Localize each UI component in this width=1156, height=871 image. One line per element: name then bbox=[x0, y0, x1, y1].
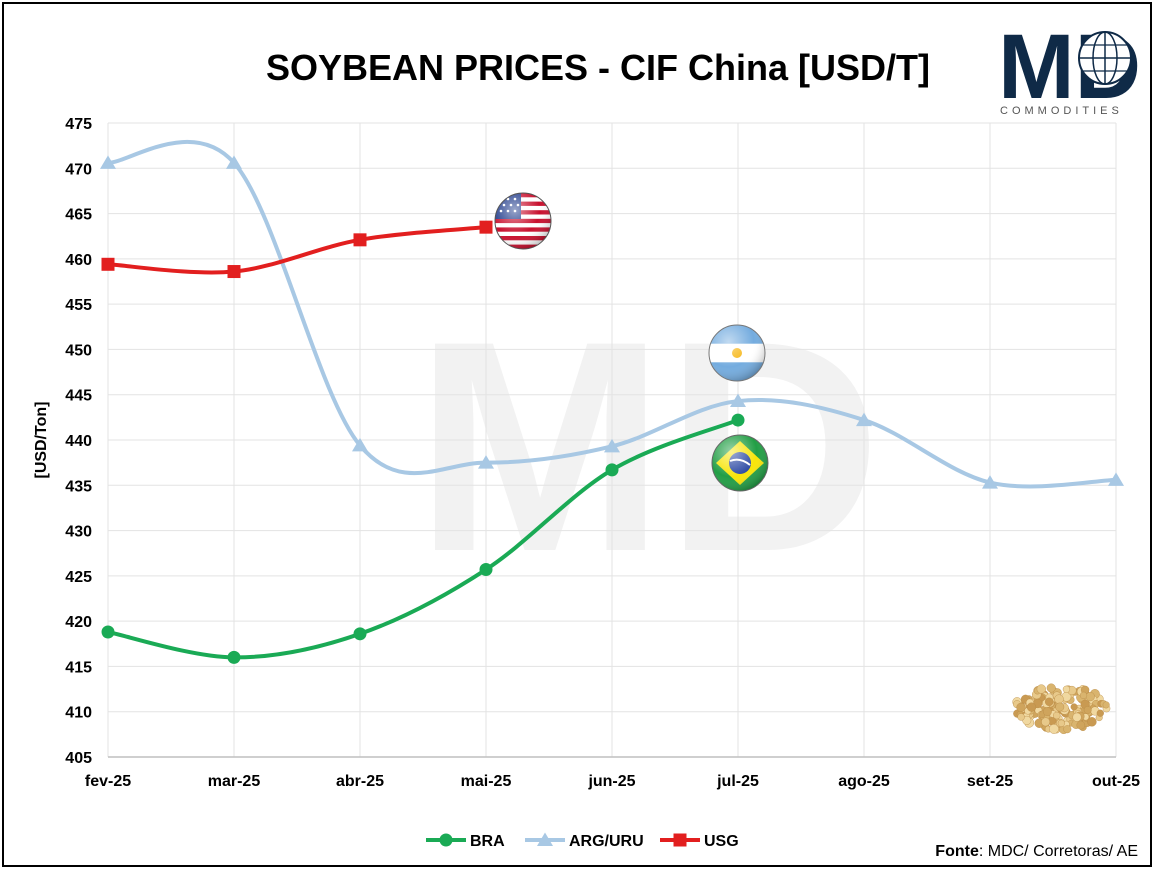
legend: BRA ARG/URU USG bbox=[426, 832, 739, 850]
data-point bbox=[479, 220, 493, 234]
x-tick-label: set-25 bbox=[967, 773, 1013, 790]
legend-label: USG bbox=[704, 833, 739, 850]
data-point bbox=[478, 455, 494, 469]
x-tick-label: abr-25 bbox=[336, 773, 384, 790]
usa-flag-icon bbox=[494, 192, 552, 250]
series-bra bbox=[101, 413, 745, 664]
data-point bbox=[1108, 472, 1124, 486]
y-tick-label: 430 bbox=[65, 524, 92, 541]
y-axis-label: [USD/Ton] bbox=[33, 401, 50, 478]
y-tick-label: 455 bbox=[65, 297, 92, 314]
legend-item: USG bbox=[660, 833, 739, 850]
series-lines bbox=[100, 140, 1124, 664]
x-tick-label: ago-25 bbox=[838, 773, 890, 790]
x-tick-label: mai-25 bbox=[461, 773, 512, 790]
legend-marker bbox=[673, 833, 687, 847]
data-point bbox=[101, 257, 115, 271]
legend-label: ARG/URU bbox=[569, 833, 644, 850]
data-point bbox=[101, 625, 115, 639]
x-tick-label: jun-25 bbox=[587, 773, 635, 790]
y-tick-label: 440 bbox=[65, 433, 92, 450]
data-point bbox=[227, 650, 241, 664]
y-axis-ticks: 405 410 415 420 425 430 435 440 445 450 455 460 465 4… bbox=[65, 116, 92, 767]
md-commodities-logo: MD COMMODITIES bbox=[998, 16, 1141, 118]
y-tick-label: 425 bbox=[65, 569, 92, 586]
data-point bbox=[730, 393, 746, 408]
legend-marker bbox=[439, 833, 453, 847]
y-tick-label: 420 bbox=[65, 614, 92, 631]
y-tick-label: 460 bbox=[65, 252, 92, 269]
y-tick-label: 475 bbox=[65, 116, 92, 133]
grid bbox=[107, 122, 1117, 758]
argentina-flag-icon bbox=[708, 324, 766, 382]
data-point bbox=[856, 412, 872, 427]
series-line bbox=[106, 140, 1118, 489]
series-line bbox=[106, 418, 740, 660]
y-tick-label: 450 bbox=[65, 342, 92, 359]
y-tick-label: 435 bbox=[65, 478, 92, 495]
source-note: Fonte: MDC/ Corretoras/ AE bbox=[935, 843, 1138, 860]
svg-text:COMMODITIES: COMMODITIES bbox=[1000, 105, 1123, 117]
soybeans-icon bbox=[1012, 683, 1111, 735]
x-tick-label: fev-25 bbox=[85, 773, 131, 790]
brazil-flag-icon bbox=[711, 434, 769, 492]
globe-icon bbox=[1078, 31, 1132, 85]
data-point bbox=[604, 438, 620, 453]
x-axis-ticks: fev-25 mar-25 abr-25 mai-25 jun-25 jul-25 ago-… bbox=[85, 773, 1140, 790]
x-tick-label: mar-25 bbox=[208, 773, 261, 790]
data-point bbox=[352, 437, 368, 452]
data-point bbox=[605, 463, 619, 477]
legend-item: ARG/URU bbox=[525, 832, 644, 850]
data-point bbox=[479, 563, 493, 577]
data-point bbox=[982, 475, 998, 489]
series-usg bbox=[101, 220, 493, 279]
data-point bbox=[731, 413, 745, 427]
series-line bbox=[106, 225, 488, 275]
y-tick-label: 445 bbox=[65, 388, 92, 405]
x-tick-label: out-25 bbox=[1092, 773, 1140, 790]
y-tick-label: 415 bbox=[65, 659, 92, 676]
y-tick-label: 410 bbox=[65, 705, 92, 722]
y-tick-label: 465 bbox=[65, 207, 92, 224]
data-point bbox=[353, 627, 367, 641]
x-tick-label: jul-25 bbox=[716, 773, 759, 790]
legend-label: BRA bbox=[470, 833, 505, 850]
series-arg-uru bbox=[100, 140, 1124, 489]
data-point bbox=[353, 233, 367, 247]
chart-title: SOYBEAN PRICES - CIF China [USD/T] bbox=[266, 47, 930, 88]
data-point bbox=[226, 155, 242, 169]
md-watermark: MD bbox=[415, 278, 882, 614]
y-tick-label: 405 bbox=[65, 750, 92, 767]
legend-item: BRA bbox=[426, 833, 505, 850]
y-tick-label: 470 bbox=[65, 161, 92, 178]
data-point bbox=[227, 265, 241, 279]
legend-marker bbox=[537, 832, 553, 846]
data-point bbox=[100, 155, 116, 169]
